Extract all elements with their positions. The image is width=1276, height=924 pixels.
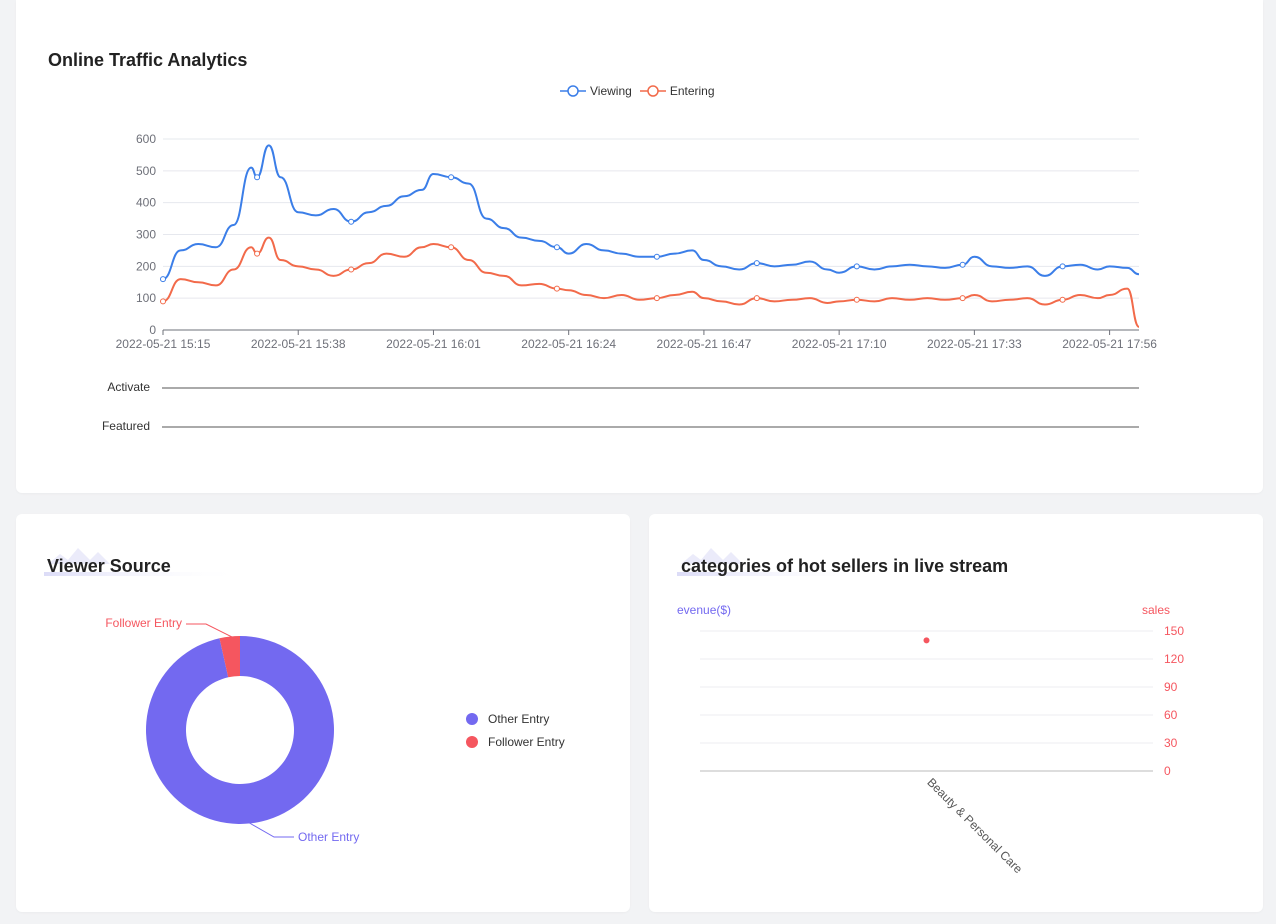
- data-point: [160, 276, 166, 283]
- x-tick-label: 2022-05-21 16:24: [521, 337, 616, 351]
- follower-entry-dot-icon: [466, 736, 478, 748]
- track-label-activate: Activate: [107, 380, 150, 394]
- y-tick-label: 300: [136, 228, 156, 242]
- title-decoration-icon: [44, 548, 244, 576]
- viewer-source-title: Viewer Source: [47, 556, 171, 576]
- data-point: [653, 295, 660, 302]
- legend-item-viewing[interactable]: Viewing: [560, 84, 632, 98]
- donut-slice-follower-entry: [219, 636, 240, 678]
- x-tick-label: 2022-05-21 15:15: [116, 337, 211, 351]
- data-point: [959, 295, 966, 302]
- x-tick-label: 2022-05-21 15:38: [251, 337, 346, 351]
- viewer-source-donut: Follower Entry Other Entry: [105, 616, 359, 844]
- y-tick-label: 400: [136, 196, 156, 210]
- y-tick-label: 600: [136, 132, 156, 146]
- data-point: [553, 244, 560, 251]
- right-y-tick-label: 30: [1164, 736, 1178, 750]
- legend-item-follower-entry[interactable]: Follower Entry: [466, 735, 565, 749]
- viewing-legend-icon: [560, 85, 586, 97]
- data-point: [254, 250, 261, 257]
- entering-legend-icon: [639, 85, 666, 97]
- x-tick-label: 2022-05-21 17:10: [792, 337, 887, 351]
- legend-item-entering[interactable]: Entering: [639, 84, 715, 98]
- hot-sellers-chart: evenue($) sales 0 30 60 90 120 150 Beauty & P…: [677, 603, 1184, 876]
- legend-item-other-entry[interactable]: Other Entry: [466, 712, 549, 726]
- other-callout-line: [245, 820, 294, 838]
- other-callout-label: Other Entry: [298, 830, 359, 844]
- track-label-featured: Featured: [102, 419, 150, 433]
- data-point: [254, 174, 261, 181]
- follower-callout-line: [186, 623, 235, 639]
- data-point: [853, 296, 860, 303]
- other-entry-dot-icon: [466, 713, 478, 725]
- legend-label-follower-entry: Follower Entry: [488, 735, 565, 749]
- traffic-analytics-card: Online Traffic Analytics Viewing Enterin…: [16, 0, 1263, 493]
- data-point: [959, 261, 966, 268]
- data-point: [448, 244, 455, 251]
- data-point: [753, 260, 760, 267]
- right-y-tick-label: 0: [1164, 764, 1171, 778]
- data-point: [160, 298, 166, 305]
- title-decoration-icon: [677, 548, 877, 576]
- right-y-tick-label: 90: [1164, 680, 1178, 694]
- y-tick-label: 0: [149, 323, 156, 337]
- legend-label-entering: Entering: [669, 84, 715, 98]
- legend-label-viewing: Viewing: [590, 84, 632, 98]
- viewer-source-card: Viewer Source Follower Entry Other Entry…: [16, 514, 630, 912]
- x-tick-label: 2022-05-21 17:56: [1062, 337, 1157, 351]
- series-line-entering: [162, 236, 1140, 328]
- data-point: [853, 263, 860, 270]
- legend-label-other-entry: Other Entry: [488, 712, 550, 726]
- category-label: Beauty & Personal Care: [924, 775, 1025, 876]
- y-tick-label: 200: [136, 259, 156, 273]
- right-y-tick-label: 150: [1164, 624, 1184, 638]
- data-point: [448, 174, 455, 181]
- sales-point: [923, 637, 930, 644]
- data-point: [653, 253, 660, 260]
- right-axis-label: sales: [1142, 603, 1170, 617]
- right-y-tick-label: 60: [1164, 708, 1178, 722]
- data-point: [553, 285, 560, 292]
- traffic-line-chart: 0 100 200 300 400 500 600 2022-05-21 15:15 2022…: [102, 132, 1157, 433]
- data-point: [753, 295, 760, 302]
- x-tick-label: 2022-05-21 16:47: [657, 337, 752, 351]
- x-tick-label: 2022-05-21 16:01: [386, 337, 481, 351]
- hot-sellers-card: categories of hot sellers in live stream…: [649, 514, 1263, 912]
- donut-slice-other-entry: [146, 636, 334, 824]
- data-point: [1059, 296, 1066, 303]
- right-y-tick-label: 120: [1164, 652, 1184, 666]
- series-line-viewing: [162, 144, 1140, 281]
- x-tick-label: 2022-05-21 17:33: [927, 337, 1022, 351]
- y-tick-label: 500: [136, 164, 156, 178]
- follower-callout-label: Follower Entry: [105, 616, 182, 630]
- left-axis-label: evenue($): [677, 603, 731, 617]
- traffic-legend: Viewing Entering: [560, 84, 723, 98]
- y-tick-label: 100: [136, 291, 156, 305]
- data-point: [1059, 263, 1066, 270]
- data-point: [348, 266, 355, 273]
- traffic-title: Online Traffic Analytics: [48, 50, 248, 70]
- hot-sellers-title: categories of hot sellers in live stream: [681, 556, 1009, 576]
- data-point: [348, 218, 355, 225]
